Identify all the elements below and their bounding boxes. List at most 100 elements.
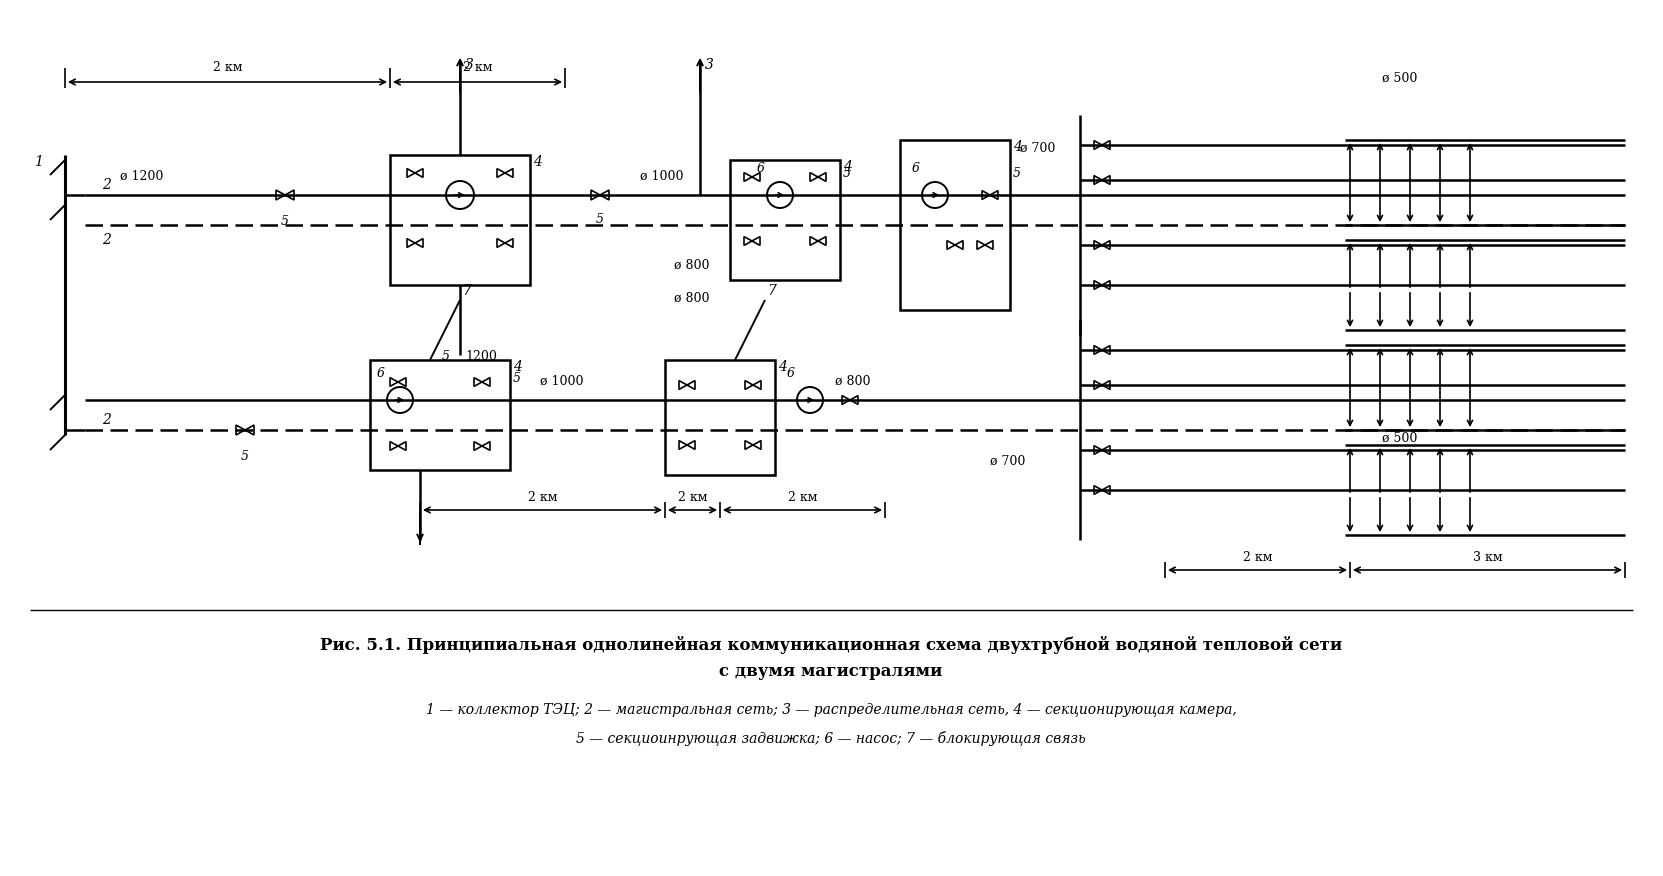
- Polygon shape: [474, 442, 482, 450]
- Text: ø 700: ø 700: [989, 455, 1026, 468]
- Polygon shape: [1094, 280, 1103, 289]
- Text: 4: 4: [843, 160, 851, 174]
- Polygon shape: [236, 425, 244, 435]
- Text: 5: 5: [241, 450, 249, 463]
- Polygon shape: [1094, 485, 1103, 494]
- Polygon shape: [416, 168, 422, 178]
- Text: 5: 5: [843, 167, 851, 180]
- Polygon shape: [955, 241, 963, 250]
- Polygon shape: [497, 238, 506, 247]
- Polygon shape: [407, 168, 416, 178]
- Polygon shape: [687, 380, 695, 390]
- Bar: [730, 160, 840, 280]
- Polygon shape: [850, 396, 858, 405]
- Text: 4: 4: [534, 155, 542, 169]
- Polygon shape: [1103, 175, 1109, 185]
- Text: 5 — секциоинрующая задвижка; 6 — насос; 7 — блокирующая связь: 5 — секциоинрующая задвижка; 6 — насос; …: [575, 731, 1086, 745]
- Polygon shape: [416, 238, 422, 247]
- Text: 6: 6: [787, 367, 795, 380]
- Text: ø 1000: ø 1000: [640, 170, 683, 183]
- Polygon shape: [1103, 485, 1109, 494]
- Circle shape: [446, 181, 474, 209]
- Text: 2: 2: [101, 413, 111, 427]
- Text: 3: 3: [466, 58, 474, 72]
- Polygon shape: [752, 237, 760, 245]
- Polygon shape: [753, 380, 762, 390]
- Bar: [391, 155, 530, 285]
- Text: 5: 5: [512, 372, 521, 385]
- Polygon shape: [276, 190, 284, 200]
- Text: 5: 5: [1013, 167, 1021, 180]
- Polygon shape: [482, 378, 491, 386]
- Circle shape: [797, 387, 823, 413]
- Polygon shape: [284, 190, 294, 200]
- Polygon shape: [1094, 241, 1103, 250]
- Polygon shape: [397, 442, 406, 450]
- Polygon shape: [244, 425, 254, 435]
- Text: 2: 2: [101, 178, 111, 192]
- Text: ø 500: ø 500: [1382, 72, 1417, 85]
- Polygon shape: [1103, 446, 1109, 455]
- Polygon shape: [679, 441, 687, 449]
- Circle shape: [767, 182, 793, 208]
- Polygon shape: [1103, 380, 1109, 390]
- Text: ø 500: ø 500: [1382, 432, 1417, 445]
- Polygon shape: [506, 238, 512, 247]
- Bar: [900, 140, 1009, 310]
- Text: 7: 7: [767, 284, 777, 298]
- Polygon shape: [1103, 280, 1109, 289]
- Text: 2 км: 2 км: [213, 61, 243, 74]
- Polygon shape: [474, 378, 482, 386]
- Text: 5: 5: [281, 215, 289, 228]
- Polygon shape: [752, 173, 760, 181]
- Circle shape: [921, 182, 948, 208]
- Polygon shape: [981, 191, 989, 200]
- Polygon shape: [1094, 380, 1103, 390]
- Text: 3: 3: [705, 58, 713, 72]
- Text: Рис. 5.1. Принципиальная однолинейная коммуникационная схема двухтрубной водяной: Рис. 5.1. Принципиальная однолинейная ко…: [319, 636, 1342, 654]
- Polygon shape: [497, 168, 506, 178]
- Polygon shape: [407, 238, 416, 247]
- Text: 1: 1: [35, 155, 43, 169]
- Text: 5: 5: [595, 213, 604, 226]
- Text: 2: 2: [101, 233, 111, 247]
- Polygon shape: [818, 237, 827, 245]
- Bar: [665, 360, 775, 475]
- Text: 1200: 1200: [466, 350, 497, 363]
- Polygon shape: [745, 441, 753, 449]
- Text: ø 800: ø 800: [675, 258, 710, 272]
- Text: 1 — коллектор ТЭЦ; 2 — магистральная сеть; 3 — распределительная сеть, 4 — секци: 1 — коллектор ТЭЦ; 2 — магистральная сет…: [426, 703, 1236, 717]
- Text: 6: 6: [378, 367, 386, 380]
- Bar: [369, 360, 511, 470]
- Text: ø 800: ø 800: [835, 375, 870, 388]
- Polygon shape: [391, 378, 397, 386]
- Polygon shape: [1103, 241, 1109, 250]
- Polygon shape: [976, 241, 984, 250]
- Text: ø 800: ø 800: [675, 292, 710, 305]
- Text: 3 км: 3 км: [1473, 551, 1502, 564]
- Text: ø 700: ø 700: [1019, 142, 1056, 155]
- Polygon shape: [1094, 175, 1103, 185]
- Text: 4: 4: [778, 360, 787, 374]
- Polygon shape: [600, 190, 609, 200]
- Polygon shape: [1094, 141, 1103, 150]
- Polygon shape: [1094, 446, 1103, 455]
- Text: 6: 6: [911, 162, 920, 175]
- Text: 2 км: 2 км: [788, 491, 817, 504]
- Text: ø 1000: ø 1000: [540, 375, 584, 388]
- Polygon shape: [818, 173, 827, 181]
- Text: с двумя магистралями: с двумя магистралями: [720, 663, 943, 681]
- Polygon shape: [989, 191, 998, 200]
- Text: 4: 4: [512, 360, 522, 374]
- Polygon shape: [984, 241, 993, 250]
- Polygon shape: [743, 173, 752, 181]
- Text: 6: 6: [757, 162, 765, 175]
- Polygon shape: [841, 396, 850, 405]
- Text: 5: 5: [442, 350, 451, 363]
- Polygon shape: [810, 237, 818, 245]
- Polygon shape: [743, 237, 752, 245]
- Text: 7: 7: [462, 284, 471, 298]
- Polygon shape: [1103, 141, 1109, 150]
- Polygon shape: [1103, 346, 1109, 355]
- Polygon shape: [745, 380, 753, 390]
